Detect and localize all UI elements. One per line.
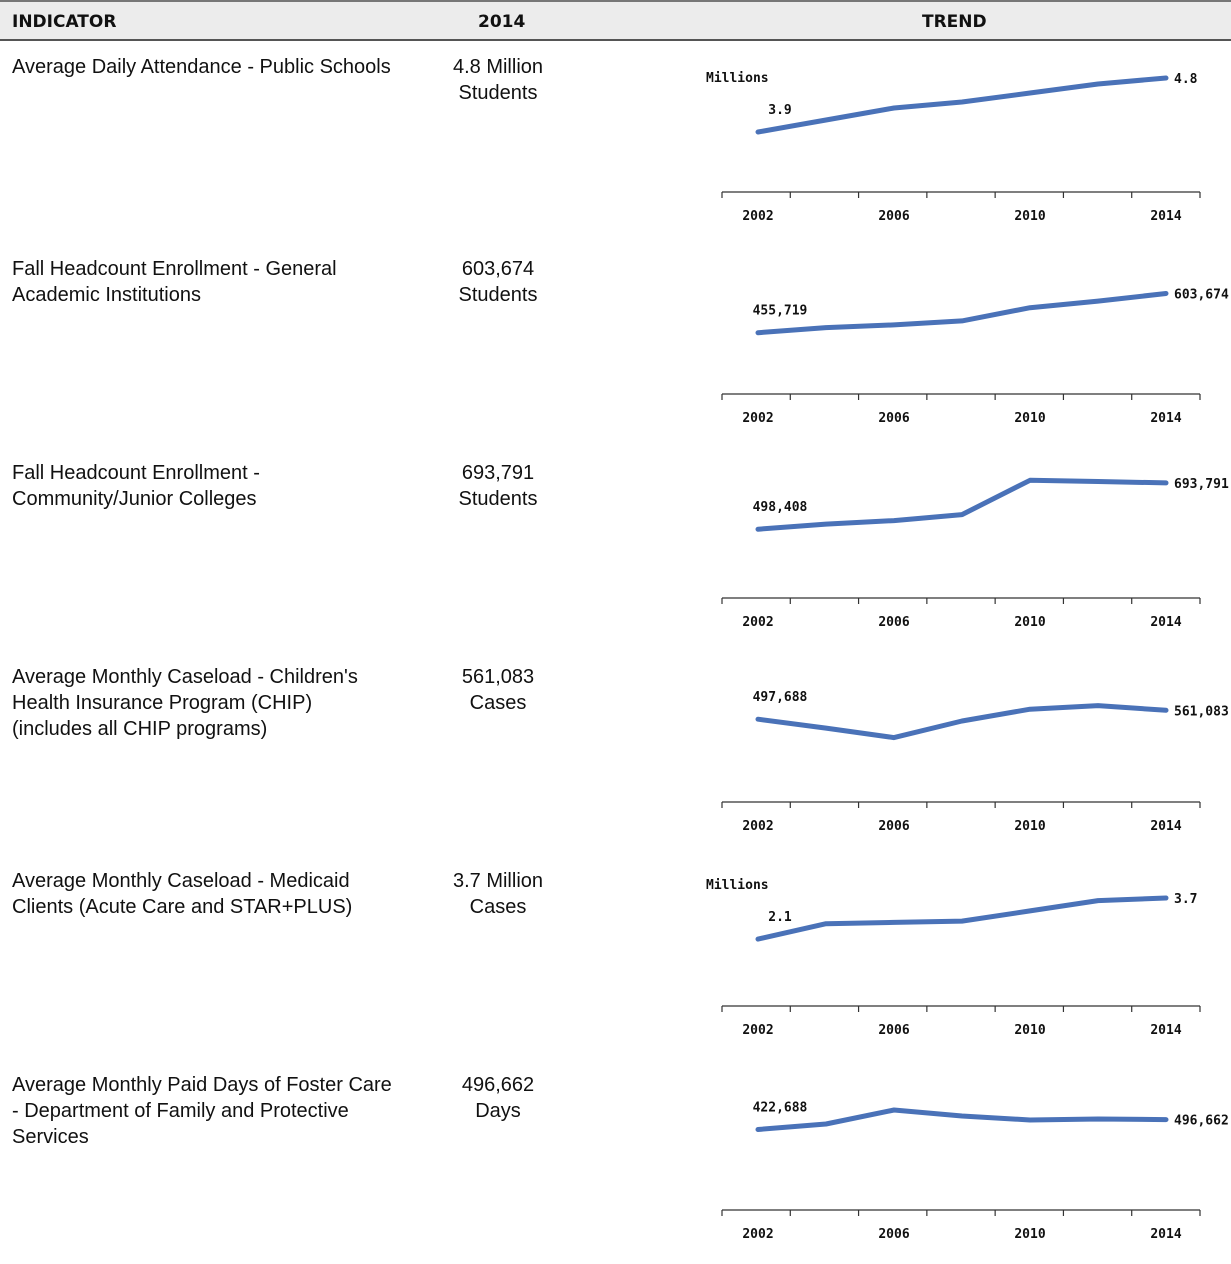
table-row: Average Monthly Paid Days of Foster Care… [0, 1064, 1231, 1264]
x-tick-label: 2006 [878, 411, 909, 426]
value-cell: 693,791 Students [412, 460, 584, 512]
x-tick-label: 2014 [1150, 819, 1181, 834]
start-value-label: 497,688 [753, 690, 808, 705]
x-tick-label: 2002 [742, 209, 773, 224]
trend-column-header: TREND [922, 12, 987, 32]
value-cell: 603,674 Students [412, 256, 584, 308]
value-number: 561,083 [461, 666, 535, 688]
x-tick-label: 2010 [1014, 615, 1045, 630]
x-tick-label: 2006 [878, 819, 909, 834]
table-row: Fall Headcount Enrollment - Community/Ju… [0, 452, 1231, 652]
trend-chart: 2002 2006 2010 2014 3.9 4.8 Millions [706, 71, 1201, 224]
value-number: 693,791 [461, 462, 535, 484]
start-value-label: 422,688 [753, 1100, 808, 1115]
x-tick-label: 2002 [742, 819, 773, 834]
value-cell: 496,662 Days [412, 1072, 584, 1124]
start-value-label: 498,408 [753, 500, 808, 515]
table-row: Average Monthly Caseload - Children's He… [0, 656, 1231, 856]
value-number: 603,674 [461, 258, 535, 280]
value-cell: 3.7 Million Cases [412, 868, 584, 920]
end-value-label: 603,674 [1174, 287, 1229, 302]
end-value-label: 693,791 [1174, 477, 1229, 492]
value-unit: Students [458, 488, 538, 510]
x-tick-label: 2010 [1014, 1023, 1045, 1038]
x-tick-label: 2014 [1150, 411, 1181, 426]
value-unit: Cases [469, 692, 527, 714]
table-row: Average Daily Attendance - Public School… [0, 46, 1231, 246]
trend-chart: 2002 2006 2010 2014 497,688 561,083 [721, 690, 1229, 834]
indicator-label: Average Daily Attendance - Public School… [12, 56, 391, 78]
table-row: Fall Headcount Enrollment - General Acad… [0, 248, 1231, 448]
series-line [755, 895, 1169, 942]
indicator-column-header: INDICATOR [12, 12, 117, 32]
value-unit: Students [458, 82, 538, 104]
indicator-label: Average Monthly Caseload - Medicaid Clie… [12, 870, 353, 918]
x-tick-label: 2002 [742, 1023, 773, 1038]
series-line [755, 477, 1169, 532]
unit-label: Millions [706, 71, 769, 86]
x-tick-label: 2006 [878, 615, 909, 630]
unit-label: Millions [706, 878, 769, 893]
trend-chart: 2002 2006 2010 2014 422,688 496,662 [721, 1100, 1229, 1242]
year-column-header: 2014 [478, 12, 526, 32]
x-tick-label: 2014 [1150, 615, 1181, 630]
table-header: INDICATOR 2014 TREND [0, 0, 1231, 41]
trend-chart: 2002 2006 2010 2014 2.1 3.7 Millions [706, 878, 1201, 1038]
x-tick-label: 2002 [742, 1227, 773, 1242]
x-tick-label: 2002 [742, 411, 773, 426]
x-tick-label: 2006 [878, 1023, 909, 1038]
x-tick-label: 2006 [878, 1227, 909, 1242]
x-tick-label: 2014 [1150, 1227, 1181, 1242]
x-tick-label: 2002 [742, 615, 773, 630]
x-tick-label: 2010 [1014, 1227, 1045, 1242]
start-value-label: 3.9 [768, 103, 791, 118]
x-tick-label: 2010 [1014, 819, 1045, 834]
x-tick-label: 2010 [1014, 209, 1045, 224]
start-value-label: 2.1 [768, 910, 792, 925]
series-line [755, 75, 1169, 135]
value-cell: 4.8 Million Students [412, 54, 584, 106]
end-value-label: 3.7 [1174, 892, 1197, 907]
x-tick-label: 2014 [1150, 209, 1181, 224]
table-row: Average Monthly Caseload - Medicaid Clie… [0, 860, 1231, 1060]
indicator-label: Fall Headcount Enrollment - Community/Ju… [12, 462, 260, 510]
value-unit: Students [458, 284, 538, 306]
indicator-label: Fall Headcount Enrollment - General Acad… [12, 258, 337, 306]
series-line [755, 703, 1169, 741]
value-number: 3.7 Million [452, 870, 544, 892]
trend-chart: 2002 2006 2010 2014 498,408 693,791 [721, 477, 1229, 630]
value-number: 4.8 Million [452, 56, 544, 78]
indicator-label: Average Monthly Paid Days of Foster Care… [12, 1074, 392, 1148]
trend-chart: 2002 2006 2010 2014 455,719 603,674 [721, 287, 1229, 426]
start-value-label: 455,719 [753, 304, 808, 319]
x-tick-label: 2010 [1014, 411, 1045, 426]
x-tick-label: 2006 [878, 209, 909, 224]
end-value-label: 496,662 [1174, 1114, 1229, 1129]
value-unit: Cases [469, 896, 527, 918]
end-value-label: 561,083 [1174, 704, 1229, 719]
indicator-label: Average Monthly Caseload - Children's He… [12, 666, 358, 740]
x-tick-label: 2014 [1150, 1023, 1181, 1038]
end-value-label: 4.8 [1174, 72, 1198, 87]
series-line [755, 1107, 1169, 1132]
series-line [755, 291, 1169, 336]
value-cell: 561,083 Cases [412, 664, 584, 716]
value-number: 496,662 [461, 1074, 535, 1096]
value-unit: Days [475, 1100, 521, 1122]
